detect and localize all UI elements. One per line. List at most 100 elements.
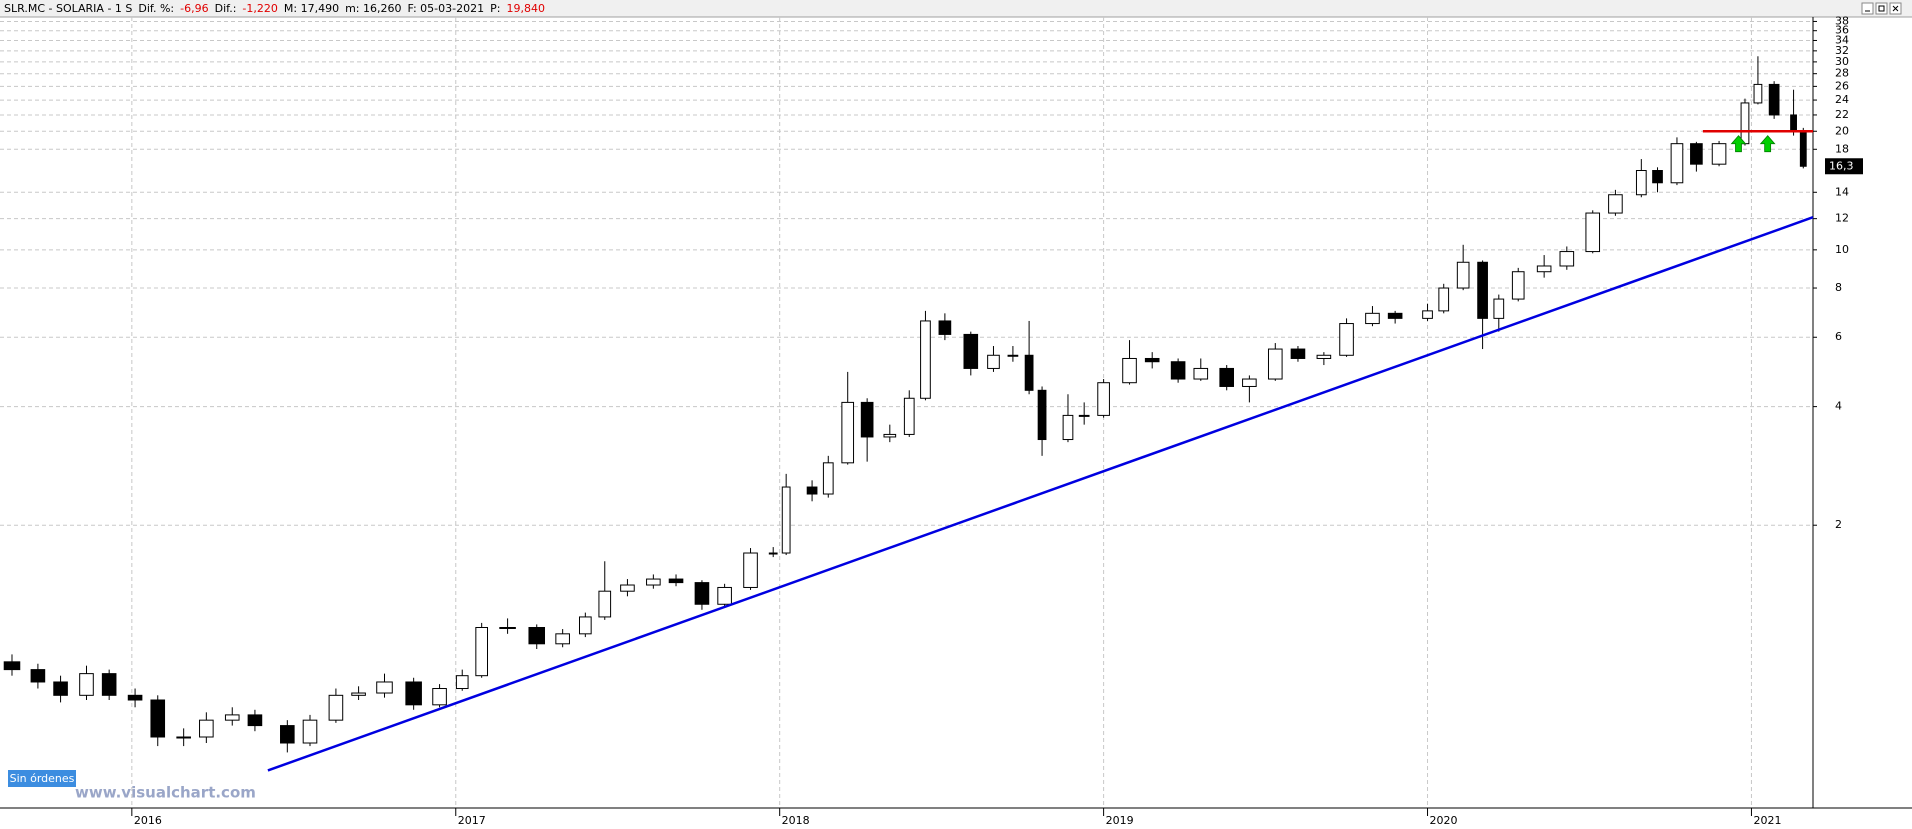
candle-body [841,401,855,464]
candle-body [987,354,1000,369]
candle-body [1711,143,1727,165]
candle-body [224,714,240,721]
candle-body [1740,102,1750,145]
candle-body [1387,312,1403,319]
candle-body [1559,251,1575,267]
candle-body [1799,130,1807,167]
candle-body [717,586,732,605]
candle-body [1316,354,1332,359]
candle-body [555,633,570,645]
buy-signal [1730,135,1747,153]
candle-body [920,320,931,399]
candle-body [1652,170,1663,184]
y-tick-label: 10 [1835,243,1849,256]
candle-body [1438,287,1450,312]
y-tick-label: 8 [1835,281,1842,294]
candle-body [1144,357,1160,363]
candle-body [302,719,318,744]
maximize-button[interactable] [1875,2,1888,15]
y-tick-label: 22 [1835,108,1849,121]
header-item: -6,96 [180,2,208,15]
trend-line [267,216,1814,772]
header-item: -1,220 [242,2,277,15]
candle-body [1456,261,1470,289]
y-tick-label: 18 [1835,142,1849,155]
candle-body [1422,310,1433,319]
candle-body [405,681,422,706]
x-tick-label: 2020 [1430,814,1458,827]
candle-body [1097,382,1110,416]
y-tick-label: 38 [1835,14,1849,27]
candle-body [806,486,818,495]
candle-body [1024,354,1034,391]
candle-body [1790,114,1797,132]
candle-body [883,433,897,438]
watermark: www.visualchart.com [75,784,256,802]
candle-body [1242,378,1257,387]
candle-body [328,694,344,721]
candle-body [1267,348,1283,380]
candle-body [1037,389,1047,441]
y-tick-label: 34 [1835,33,1849,46]
candle-body [1511,271,1525,300]
candle-body [963,333,979,369]
candle-body [903,397,915,435]
candle-body [432,688,447,706]
header-item: m: 16,260 [345,2,401,15]
y-tick-label: 28 [1835,67,1849,80]
y-tick-label: 14 [1835,185,1849,198]
candle-body [376,681,393,694]
candle-body [53,681,68,696]
candle-body [1635,170,1647,196]
minimize-button[interactable] [1861,2,1874,15]
window-buttons[interactable] [1861,2,1902,15]
candle-body [1608,194,1623,214]
y-tick-label: 24 [1835,93,1849,106]
close-glyph [1892,5,1899,12]
candle-body [351,692,366,696]
candle-body [598,590,612,618]
header-item: SLR.MC - SOLARIA - 1 S [4,2,132,15]
candle-body [1170,361,1186,380]
header-bar [0,0,1912,17]
candle-body [938,320,952,335]
candle-body [1753,83,1763,104]
candle-body [101,673,117,696]
candle-body [499,626,516,629]
candle-body [1339,323,1354,356]
orders-button[interactable] [8,770,76,787]
header-item: 19,840 [506,2,545,15]
x-tick-label: 2021 [1753,814,1781,827]
header-item: F: 05-03-2021 [408,2,485,15]
candle-body [1193,367,1209,380]
candle-body [247,714,263,727]
orders-button-label[interactable]: Sin órdenes [10,772,75,785]
last-price-label: 16,3 [1829,159,1854,172]
candle-body [1290,348,1306,359]
header-item: M: 17,490 [284,2,339,15]
candle-body [199,719,214,738]
y-tick-label: 36 [1835,24,1849,37]
candle-body [743,552,758,588]
candle-body [1078,414,1090,417]
candle-body [127,694,143,701]
x-tick-label: 2016 [134,814,162,827]
candle-body [3,661,21,671]
candle-body [79,673,94,696]
y-tick-label: 4 [1835,400,1842,413]
candle-body [280,725,295,744]
buy-signal [1759,135,1776,153]
y-tick-label: 20 [1835,124,1849,137]
x-tick-label: 2019 [1106,814,1134,827]
candle-body [694,582,710,605]
candle-body [176,736,191,739]
candle-body [646,578,661,586]
candle-body [455,675,469,690]
x-tick-label: 2017 [458,814,486,827]
candle-body [1585,212,1601,253]
candle-body [475,626,489,677]
candle-body [1493,298,1505,319]
candle-body [578,616,592,635]
candle-body [1122,357,1137,384]
candle-body [1768,83,1780,116]
